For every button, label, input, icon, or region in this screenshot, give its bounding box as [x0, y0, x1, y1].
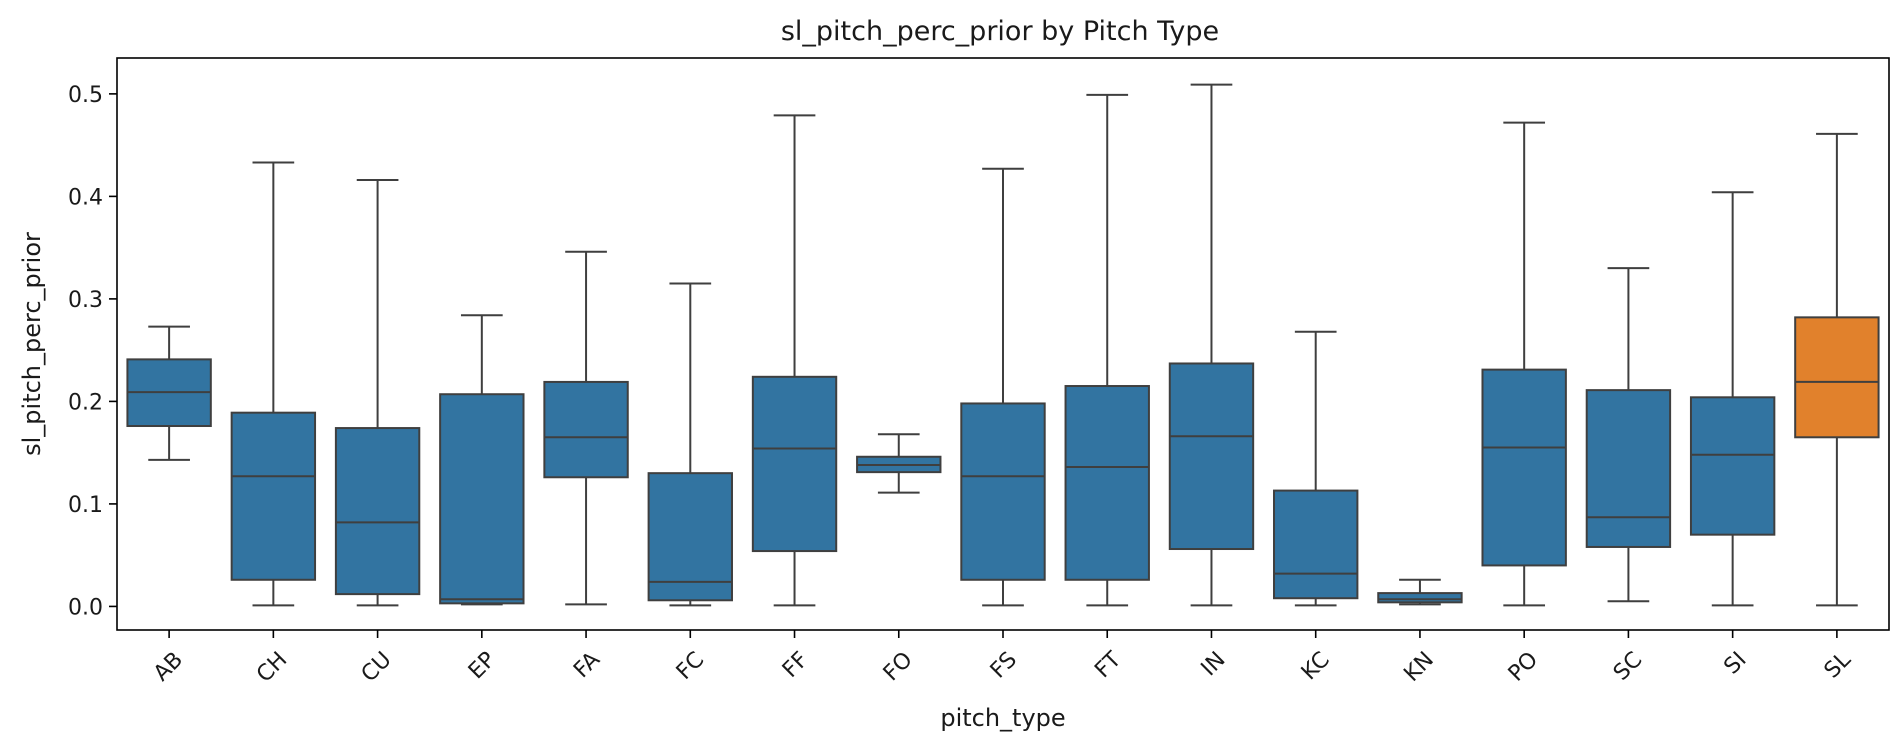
- plot-area: [126, 83, 1880, 607]
- x-tick-label: IN: [1197, 647, 1231, 681]
- box-AB: [126, 325, 212, 461]
- box-FO: [856, 433, 942, 494]
- y-tick-label: 0.2: [68, 390, 103, 415]
- x-tick-label: PO: [1504, 647, 1543, 686]
- box-body: [1064, 385, 1150, 581]
- box-body: [960, 402, 1046, 581]
- box-body: [230, 411, 317, 581]
- chart-title: sl_pitch_perc_prior by Pitch Type: [781, 16, 1219, 47]
- box-body: [1481, 368, 1567, 567]
- box-body: [334, 427, 421, 596]
- box-SI: [1689, 191, 1776, 607]
- x-tick-label: CH: [252, 647, 292, 687]
- box-body: [1689, 396, 1776, 536]
- y-tick-label: 0.5: [68, 83, 103, 108]
- box-body: [439, 393, 525, 605]
- x-axis: AB CH CU EP FA FC FF FO FS FT IN KC KN PO SC SI SL: [149, 630, 1856, 688]
- x-tick-label: FT: [1090, 647, 1126, 683]
- box-FF: [751, 114, 838, 607]
- box-FC: [647, 282, 733, 607]
- box-SC: [1585, 267, 1672, 603]
- box-KN: [1377, 578, 1463, 606]
- box-SL: [1794, 132, 1880, 607]
- box-body: [1377, 592, 1463, 604]
- box-FS: [960, 167, 1046, 607]
- box-CH: [230, 161, 317, 607]
- box-body: [1585, 389, 1672, 548]
- x-tick-label: FF: [778, 647, 814, 683]
- box-PO: [1481, 121, 1567, 607]
- y-tick-label: 0.3: [68, 288, 103, 313]
- x-tick-label: KN: [1399, 647, 1439, 687]
- y-axis-label: sl_pitch_perc_prior: [18, 232, 46, 456]
- x-tick-label: SC: [1609, 647, 1647, 685]
- x-tick-label: CU: [357, 647, 397, 687]
- box-body: [1168, 362, 1255, 551]
- box-IN: [1168, 83, 1255, 607]
- x-tick-label: FC: [672, 647, 709, 684]
- y-tick-label: 0.1: [68, 493, 103, 518]
- x-tick-label: KC: [1297, 647, 1335, 685]
- x-tick-label: FS: [986, 647, 1022, 683]
- x-tick-label: SL: [1820, 647, 1857, 684]
- box-body: [1273, 489, 1359, 600]
- box-FT: [1064, 93, 1150, 607]
- box-EP: [439, 314, 525, 606]
- x-tick-label: FA: [569, 647, 605, 683]
- box-body: [647, 472, 733, 602]
- box-body: [543, 380, 629, 479]
- x-tick-label: FO: [879, 647, 918, 686]
- x-axis-label: pitch_type: [940, 704, 1065, 732]
- x-tick-label: EP: [464, 647, 501, 684]
- box-KC: [1273, 330, 1359, 607]
- box-FA: [543, 250, 629, 606]
- y-tick-label: 0.0: [68, 595, 103, 620]
- box-body: [751, 375, 838, 553]
- y-tick-label: 0.4: [68, 185, 103, 210]
- plot-frame: [116, 57, 1890, 631]
- box-body: [1794, 316, 1880, 439]
- x-tick-label: SI: [1719, 647, 1751, 679]
- x-tick-label: AB: [149, 647, 188, 686]
- box-CU: [334, 178, 421, 607]
- y-axis: 0.0 0.1 0.2 0.3 0.4 0.5: [68, 83, 117, 620]
